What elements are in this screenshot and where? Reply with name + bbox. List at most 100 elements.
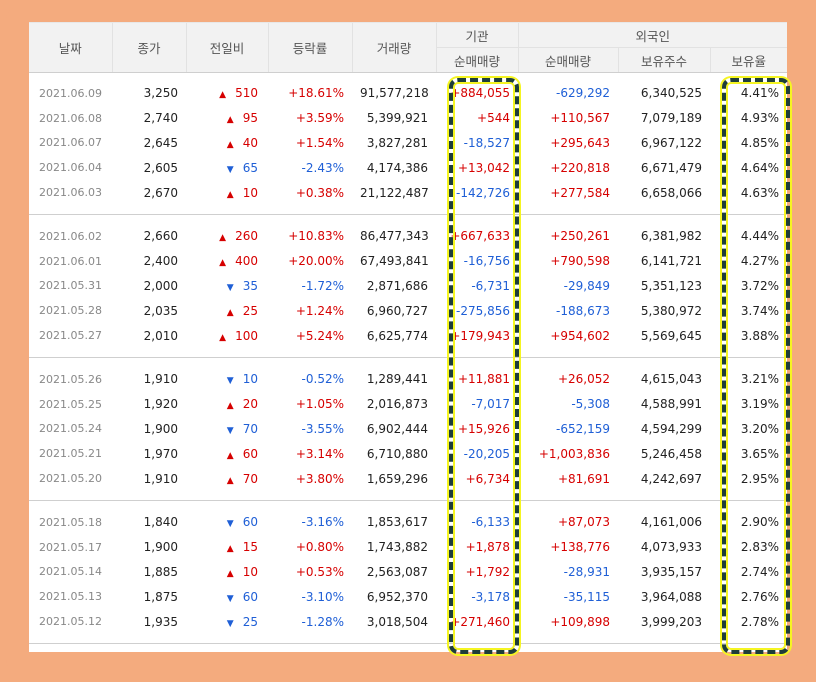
table-row[interactable]: 2021.05.27 2,010 ▲ 100 +5.24% 6,625,774 +179,9… xyxy=(29,323,787,348)
foreign-net-cell: -629,292 xyxy=(518,81,618,106)
row-spacer xyxy=(29,357,787,367)
date-cell: 2021.05.28 xyxy=(29,298,112,323)
rate-cell: -1.72% xyxy=(268,274,352,299)
volume-cell-value: 91,577,218 xyxy=(360,86,429,101)
volume-cell-value: 1,853,617 xyxy=(366,515,428,530)
foreign-net-cell-value: -188,673 xyxy=(556,303,610,318)
foreign-net-cell: +790,598 xyxy=(518,249,618,274)
foreign-ratio-cell-value: 2.74% xyxy=(740,564,779,579)
rate-cell: +3.80% xyxy=(268,466,352,491)
table-row[interactable]: 2021.06.03 2,670 ▲ 10 +0.38% 21,122,487 -142,7… xyxy=(29,180,787,205)
foreign-holdings-cell-value: 6,967,122 xyxy=(640,135,702,150)
close-cell: 1,840 xyxy=(112,510,186,535)
table-row[interactable]: 2021.06.02 2,660 ▲ 260 +10.83% 86,477,343 +667… xyxy=(29,224,787,249)
rate-cell: +1.05% xyxy=(268,392,352,417)
volume-cell: 2,871,686 xyxy=(352,274,436,299)
inst-net-cell-value: +15,926 xyxy=(457,421,510,436)
table-row[interactable]: 2021.05.21 1,970 ▲ 60 +3.14% 6,710,880 -20,205… xyxy=(29,441,787,466)
date-cell-value: 2021.05.25 xyxy=(39,397,102,411)
close-cell: 2,670 xyxy=(112,180,186,205)
table-row[interactable]: 2021.06.01 2,400 ▲ 400 +20.00% 67,493,841 -16,… xyxy=(29,249,787,274)
close-cell: 1,970 xyxy=(112,441,186,466)
table-row[interactable]: 2021.05.20 1,910 ▲ 70 +3.80% 1,659,296 +6,734 +… xyxy=(29,466,787,491)
date-cell: 2021.05.20 xyxy=(29,466,112,491)
change-value: 25 xyxy=(242,614,258,629)
col-header-rate[interactable]: 등락률 xyxy=(267,22,352,73)
foreign-holdings-cell: 3,964,088 xyxy=(618,584,710,609)
table-row[interactable]: 2021.05.28 2,035 ▲ 25 +1.24% 6,960,727 -275,85… xyxy=(29,298,787,323)
foreign-net-cell-value: +277,584 xyxy=(550,185,610,200)
table-row[interactable]: 2021.06.07 2,645 ▲ 40 +1.54% 3,827,281 -18,527… xyxy=(29,131,787,156)
close-cell-value: 3,250 xyxy=(143,86,178,101)
table-row[interactable]: 2021.06.09 3,250 ▲ 510 +18.61% 91,577,218 +884… xyxy=(29,81,787,106)
date-cell: 2021.06.09 xyxy=(29,81,112,106)
table-row[interactable]: 2021.05.17 1,900 ▲ 15 +0.80% 1,743,882 +1,878 +… xyxy=(29,535,787,560)
foreign-ratio-cell: 2.78% xyxy=(710,609,787,634)
foreign-holdings-cell-value: 4,594,299 xyxy=(640,421,702,436)
rate-cell: -3.55% xyxy=(268,417,352,442)
inst-net-cell-value: +544 xyxy=(477,111,510,126)
close-cell-value: 1,970 xyxy=(143,446,178,461)
foreign-net-cell-value: +1,003,836 xyxy=(538,446,610,461)
close-cell: 1,910 xyxy=(112,466,186,491)
foreign-holdings-cell-value: 4,588,991 xyxy=(640,397,702,412)
col-header-foreign-net[interactable]: 순매매량 xyxy=(517,47,618,73)
rate-cell: +0.38% xyxy=(268,180,352,205)
down-arrow-icon: ▼ xyxy=(226,425,234,436)
foreign-holdings-cell-value: 6,141,721 xyxy=(640,254,702,269)
rate-cell-value: -3.16% xyxy=(301,515,344,530)
close-cell-value: 2,035 xyxy=(143,303,178,318)
spacer-cell xyxy=(29,214,787,224)
table-row[interactable]: 2021.05.13 1,875 ▼ 60 -3.10% 6,952,370 -3,178 -… xyxy=(29,584,787,609)
rate-cell: +1.54% xyxy=(268,131,352,156)
col-header-close[interactable]: 종가 xyxy=(111,22,186,73)
rate-cell-value: -2.43% xyxy=(301,160,344,175)
close-cell-value: 1,840 xyxy=(143,515,178,530)
foreign-net-cell: +220,818 xyxy=(518,155,618,180)
col-header-volume[interactable]: 거래량 xyxy=(351,22,436,73)
rate-cell: +3.59% xyxy=(268,106,352,131)
table-row[interactable]: 2021.05.26 1,910 ▼ 10 -0.52% 1,289,441 +11,881… xyxy=(29,367,787,392)
foreign-holdings-cell: 4,242,697 xyxy=(618,466,710,491)
foreign-net-cell: +81,691 xyxy=(518,466,618,491)
table-row[interactable]: 2021.05.18 1,840 ▼ 60 -3.16% 1,853,617 -6,133 +… xyxy=(29,510,787,535)
close-cell: 2,035 xyxy=(112,298,186,323)
table-row[interactable]: 2021.05.25 1,920 ▲ 20 +1.05% 2,016,873 -7,017 -… xyxy=(29,392,787,417)
change-value: 60 xyxy=(242,446,258,461)
col-header-change[interactable]: 전일비 xyxy=(185,22,268,73)
group-header-foreign: 외국인 xyxy=(517,22,787,48)
col-header-foreign-holdings[interactable]: 보유주수 xyxy=(617,47,710,73)
col-header-date[interactable]: 날짜 xyxy=(29,22,112,73)
table-row[interactable]: 2021.06.08 2,740 ▲ 95 +3.59% 5,399,921 +544 +11… xyxy=(29,106,787,131)
col-header-foreign-ratio[interactable]: 보유율 xyxy=(709,47,787,73)
foreign-ratio-cell: 4.93% xyxy=(710,106,787,131)
foreign-ratio-cell-value: 3.88% xyxy=(740,328,779,343)
foreign-holdings-cell: 6,967,122 xyxy=(618,131,710,156)
rate-cell-value: +3.14% xyxy=(295,446,344,461)
foreign-holdings-cell: 5,351,123 xyxy=(618,274,710,299)
foreign-holdings-cell-value: 5,351,123 xyxy=(640,278,702,293)
foreign-net-cell: -28,931 xyxy=(518,560,618,585)
rate-cell: +3.14% xyxy=(268,441,352,466)
table-row[interactable]: 2021.05.12 1,935 ▼ 25 -1.28% 3,018,504 +271,46… xyxy=(29,609,787,634)
rate-cell-value: +1.05% xyxy=(295,397,344,412)
rate-cell-value: +0.38% xyxy=(295,185,344,200)
foreign-net-cell: -652,159 xyxy=(518,417,618,442)
date-cell-value: 2021.05.17 xyxy=(39,540,102,554)
foreign-net-cell: +250,261 xyxy=(518,224,618,249)
table-row[interactable]: 2021.05.14 1,885 ▲ 10 +0.53% 2,563,087 +1,792 -… xyxy=(29,560,787,585)
spacer-cell xyxy=(29,347,787,358)
volume-cell: 3,018,504 xyxy=(352,609,436,634)
rate-cell-value: -0.52% xyxy=(301,372,344,387)
foreign-holdings-cell-value: 6,658,066 xyxy=(640,185,702,200)
foreign-net-cell-value: +109,898 xyxy=(550,614,610,629)
table-row[interactable]: 2021.05.24 1,900 ▼ 70 -3.55% 6,902,444 +15,926… xyxy=(29,417,787,442)
table-row[interactable]: 2021.05.31 2,000 ▼ 35 -1.72% 2,871,686 -6,731 -… xyxy=(29,274,787,299)
foreign-ratio-cell: 3.72% xyxy=(710,274,787,299)
col-header-inst-net[interactable]: 순매매량 xyxy=(435,47,518,73)
table-row[interactable]: 2021.06.04 2,605 ▼ 65 -2.43% 4,174,386 +13,042… xyxy=(29,155,787,180)
date-cell: 2021.05.21 xyxy=(29,441,112,466)
date-cell-value: 2021.05.20 xyxy=(39,472,102,486)
foreign-holdings-cell-value: 4,615,043 xyxy=(640,372,702,387)
rate-cell-value: +0.53% xyxy=(295,564,344,579)
